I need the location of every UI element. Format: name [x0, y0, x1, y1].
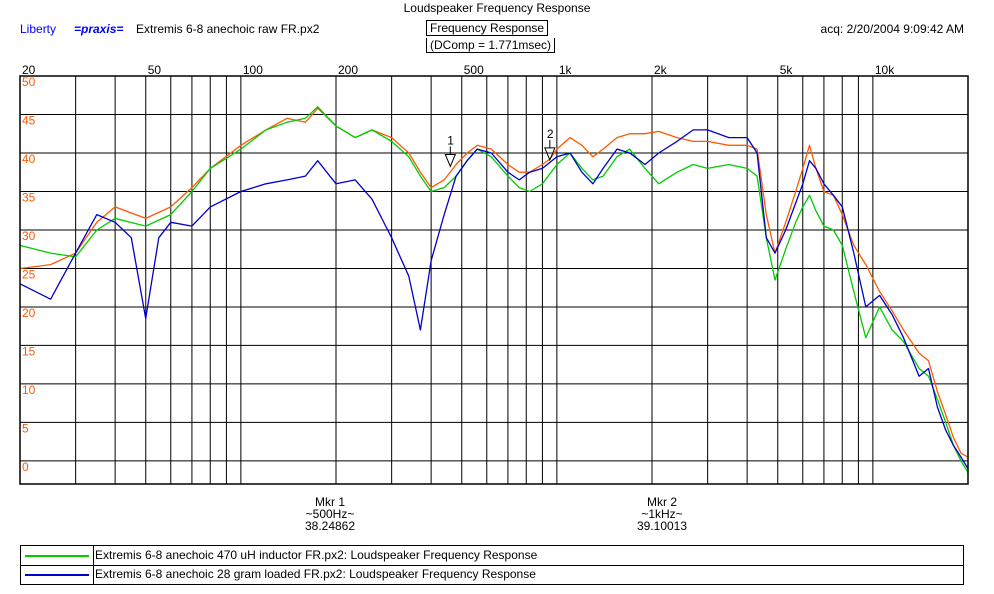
praxis-logo: =praxis=	[74, 22, 124, 36]
marker-1-value: 38.24862	[304, 519, 356, 533]
marker-1-number: 1	[447, 133, 454, 147]
marker-1-label: Mkr 1	[315, 495, 345, 509]
x-tick-label: 5k	[780, 63, 794, 77]
plot-frame	[19, 75, 969, 485]
delay-compensation: (DComp = 1.771msec)	[426, 38, 556, 53]
legend-text-2: Extremis 6-8 anechoic 28 gram loaded FR.…	[95, 567, 536, 581]
x-tick-label: 10k	[875, 63, 895, 77]
legend-divider	[93, 565, 94, 584]
y-tick-label: 20	[22, 306, 36, 320]
marker-2-freq: ~1kHz~	[641, 507, 683, 521]
marker-2-value: 39.10013	[636, 519, 688, 533]
y-tick-label: 50	[22, 75, 36, 89]
app-title: Loudspeaker Frequency Response	[403, 1, 591, 15]
marker-1-triangle	[444, 153, 457, 168]
y-tick-label: 45	[22, 113, 36, 127]
series-line-1	[19, 107, 969, 458]
y-tick-label: 0	[22, 460, 29, 474]
y-tick-label: 5	[22, 421, 29, 435]
x-tick-labels: 20 50 100 200 500 1k 2k 5k 10k	[22, 63, 895, 77]
x-tick-label: 20	[22, 63, 36, 77]
legend-swatch-2	[25, 574, 89, 576]
marker-1-freq: ~500Hz~	[305, 507, 355, 521]
series-line-3	[19, 129, 969, 469]
legend-row-1[interactable]: Extremis 6-8 anechoic 470 uH inductor FR…	[21, 546, 963, 566]
horizontal-grid	[20, 75, 968, 462]
legend-text-1: Extremis 6-8 anechoic 470 uH inductor FR…	[95, 548, 538, 562]
marker-2-readout: Mkr 2 ~1kHz~ 39.10013	[602, 496, 722, 532]
brand-label: Liberty	[20, 22, 57, 36]
y-tick-label: 40	[22, 152, 36, 166]
acquisition-time: acq: 2/20/2004 9:09:42 AM	[820, 22, 964, 36]
y-tick-label: 25	[22, 267, 36, 281]
x-tick-label: 500	[464, 63, 484, 77]
x-tick-label: 1k	[559, 63, 573, 77]
series-line-2	[19, 106, 969, 473]
series-lines	[19, 106, 969, 473]
marker-1-readout: Mkr 1 ~500Hz~ 38.24862	[270, 496, 390, 532]
marker-2-number: 2	[547, 127, 554, 141]
y-tick-label: 10	[22, 383, 36, 397]
x-tick-label: 200	[338, 63, 358, 77]
legend: Extremis 6-8 anechoic 470 uH inductor FR…	[20, 545, 964, 585]
y-tick-label: 30	[22, 229, 36, 243]
legend-row-2[interactable]: Extremis 6-8 anechoic 28 gram loaded FR.…	[21, 565, 963, 584]
x-tick-label: 2k	[654, 63, 668, 77]
y-tick-label: 35	[22, 190, 36, 204]
legend-divider	[93, 546, 94, 565]
vertical-grid	[19, 76, 969, 484]
x-tick-label: 50	[148, 63, 162, 77]
x-tick-label: 100	[243, 63, 263, 77]
y-tick-labels: 0 5 10 15 20 25 30 35 40 45 50	[22, 75, 36, 474]
marker-2-label: Mkr 2	[647, 495, 677, 509]
view-selector[interactable]: Frequency Response	[426, 20, 549, 36]
y-tick-label: 15	[22, 344, 36, 358]
legend-swatch-1	[25, 555, 89, 557]
file-name: Extremis 6-8 anechoic raw FR.px2	[136, 22, 320, 36]
